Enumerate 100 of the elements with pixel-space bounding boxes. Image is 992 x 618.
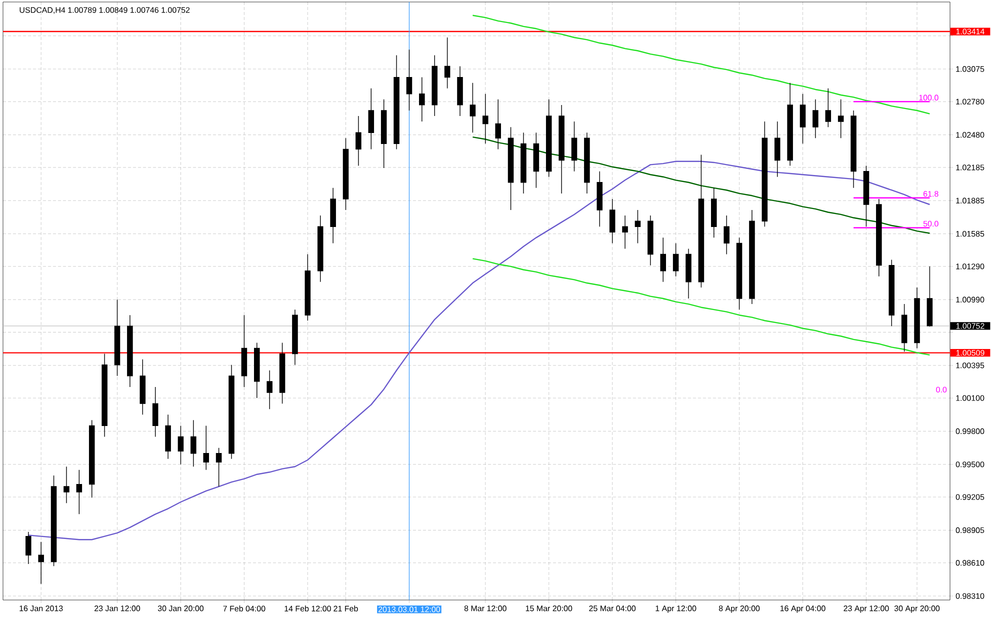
text: 0.0 (936, 386, 947, 392)
y-tick-label: 1.00990 (956, 296, 984, 302)
candlestick (876, 198, 882, 277)
x-tick-label: 1 Apr 12:00 (656, 606, 696, 613)
candlestick (634, 210, 641, 244)
candlestick (558, 104, 564, 194)
candlestick (495, 99, 501, 150)
candlestick (76, 470, 82, 515)
x-tick-label: 16 Apr 04:00 (780, 606, 826, 613)
candlestick (241, 314, 248, 388)
y-tick-label: 1.01885 (956, 198, 984, 204)
candlestick (419, 76, 425, 122)
y-tick-label: 0.98310 (956, 593, 984, 599)
candlestick (356, 116, 362, 166)
candlestick (571, 121, 578, 172)
candlestick (850, 110, 856, 188)
x-tick-label: 16 Jan 2013 (20, 606, 63, 612)
series-label: 61.8 (924, 191, 938, 197)
text: USDCAD,H4 1.00789 1.00849 1.00746 1.00752 (20, 7, 190, 14)
candlestick (686, 248, 692, 299)
candlestick (609, 198, 616, 244)
candlestick (114, 299, 120, 376)
candlestick (672, 242, 679, 277)
candlestick (406, 49, 412, 111)
candlestick (800, 94, 806, 144)
candlestick (724, 215, 730, 255)
x-tick-label: 30 Jan 20:00 (158, 606, 204, 612)
candlestick (698, 154, 704, 288)
series-label: 100.0 (919, 94, 938, 100)
candlestick (292, 309, 298, 366)
candlestick (266, 370, 272, 410)
candlestick (279, 342, 286, 404)
candlestick (736, 237, 742, 310)
candlestick (64, 466, 70, 504)
candlestick (622, 215, 628, 250)
candlestick (533, 132, 540, 188)
x-tick-label: 21 Feb (334, 606, 358, 612)
y-tick-label: 1.01290 (956, 264, 984, 270)
candlestick (88, 420, 95, 498)
candlestick (914, 287, 920, 349)
x-tick-label: 23 Jan 12:00 (94, 606, 140, 612)
y-tick-label: 0.99500 (956, 462, 984, 468)
candlestick (711, 188, 717, 238)
y-tick-label: 1.03075 (956, 66, 984, 72)
x-tick-label: 2013.03.01 12:00 (378, 606, 440, 612)
candlestick (165, 414, 171, 460)
candlestick (926, 266, 933, 327)
x-tick-label: 15 Mar 20:00 (526, 606, 572, 612)
y-tick-label: 1.01585 (956, 230, 984, 237)
ref-line-label: 1.00752 (956, 323, 984, 329)
candlestick (520, 132, 526, 194)
candlestick (102, 353, 108, 438)
candlestick (26, 532, 32, 564)
candlestick (470, 82, 476, 133)
candlestick (368, 88, 374, 150)
candlestick (888, 259, 895, 327)
y-tick-label: 0.99205 (956, 494, 984, 500)
candlestick (330, 188, 336, 244)
x-tick-label: 7 Feb 04:00 (223, 606, 266, 612)
candlestick (584, 132, 590, 194)
candlestick (812, 99, 818, 138)
candlestick (228, 364, 234, 460)
candlestick (190, 420, 196, 467)
candlestick (482, 94, 488, 144)
candlestick (203, 425, 209, 470)
candlestick (140, 358, 146, 415)
candlestick (432, 54, 438, 116)
ref-line-label: 1.00509 (956, 350, 984, 356)
candlestick (901, 304, 908, 352)
candlestick (394, 54, 400, 150)
y-tick-label: 0.99800 (956, 428, 984, 434)
x-tick-label: 30 Apr 20:00 (894, 606, 940, 613)
ref-line-label: 1.03414 (956, 28, 984, 34)
y-tick-label: 1.02780 (956, 98, 984, 104)
y-tick-label: 1.00395 (956, 362, 984, 368)
candlestick (444, 37, 450, 89)
x-tick-label: 8 Mar 12:00 (464, 606, 506, 612)
candlestick (596, 170, 603, 227)
y-tick-label: 1.02480 (956, 132, 984, 138)
x-tick-label: 8 Apr 20:00 (718, 606, 760, 613)
y-tick-label: 0.98905 (956, 527, 984, 534)
candlestick (774, 121, 780, 178)
x-tick-label: 25 Mar 04:00 (589, 606, 636, 612)
candlestick (127, 314, 133, 388)
line-series (472, 258, 930, 356)
candlestick (863, 165, 870, 227)
candlestick (749, 210, 755, 304)
candlestick (216, 447, 222, 487)
candlestick (38, 541, 44, 584)
x-tick-label: 14 Feb 12:00 (284, 606, 331, 612)
candlestick (660, 237, 666, 282)
candlestick (50, 475, 57, 567)
candlestick (457, 66, 463, 116)
x-tick-label: 23 Apr 12:00 (844, 606, 889, 613)
candlestick (825, 88, 832, 128)
candlestick (787, 82, 793, 166)
candlestick (152, 386, 158, 438)
candlestick (317, 215, 324, 282)
candlestick (508, 126, 514, 210)
candlestick (304, 254, 311, 321)
